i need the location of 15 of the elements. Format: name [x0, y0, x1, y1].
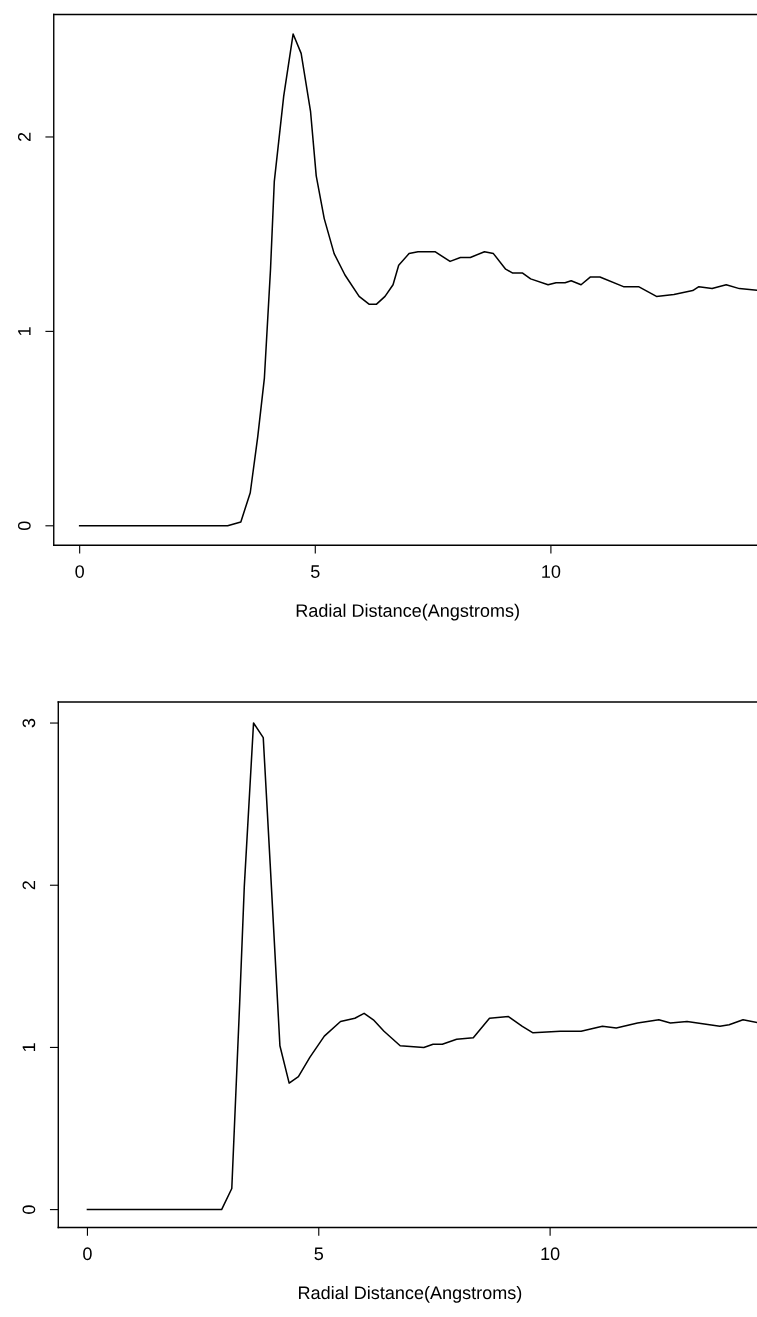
y-tick-label: 2	[22, 881, 36, 890]
y-tick-label: 3	[22, 718, 36, 728]
x-axis-title: Radial Distance(Angstroms)	[296, 603, 519, 621]
y-tick-label: 0	[17, 521, 31, 531]
y-tick-label: 1	[18, 327, 31, 336]
x-axis-title: Radial Distance(Angstroms)	[299, 1285, 522, 1303]
x-tick-label: 0	[83, 1247, 92, 1261]
x-tick-label: 10	[542, 565, 561, 578]
y-tick-label: 1	[22, 1043, 36, 1052]
y-tick-label: 0	[22, 1205, 36, 1214]
y-tick-label: 2	[17, 132, 31, 142]
x-tick-label: 5	[310, 565, 320, 578]
x-tick-label: 10	[541, 1247, 560, 1261]
x-tick-label: 0	[75, 565, 84, 578]
x-tick-label: 5	[314, 1247, 324, 1261]
